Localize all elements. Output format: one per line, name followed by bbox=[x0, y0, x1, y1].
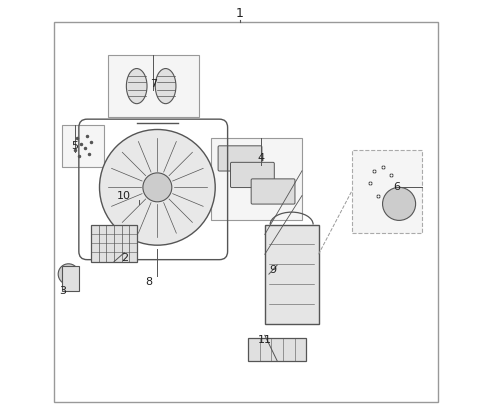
Ellipse shape bbox=[156, 69, 176, 104]
Text: 6: 6 bbox=[394, 182, 400, 192]
FancyBboxPatch shape bbox=[251, 179, 295, 204]
Bar bbox=[62, 266, 79, 291]
Text: 10: 10 bbox=[117, 191, 132, 201]
Circle shape bbox=[58, 264, 79, 285]
Bar bbox=[265, 225, 319, 324]
FancyBboxPatch shape bbox=[230, 162, 274, 188]
Ellipse shape bbox=[126, 69, 147, 104]
Circle shape bbox=[383, 187, 416, 220]
Text: 1: 1 bbox=[236, 7, 244, 20]
Text: 7: 7 bbox=[150, 79, 157, 89]
Text: 5: 5 bbox=[71, 141, 78, 151]
Text: 11: 11 bbox=[258, 335, 272, 345]
Bar bbox=[62, 125, 104, 167]
Text: 9: 9 bbox=[269, 265, 276, 275]
Text: 2: 2 bbox=[121, 253, 128, 262]
Bar bbox=[91, 225, 137, 262]
Text: 4: 4 bbox=[257, 154, 264, 163]
Bar bbox=[351, 150, 422, 233]
Bar bbox=[211, 138, 302, 220]
Bar bbox=[248, 338, 306, 361]
Text: 8: 8 bbox=[145, 277, 153, 287]
FancyBboxPatch shape bbox=[218, 146, 262, 171]
Text: 3: 3 bbox=[59, 286, 66, 296]
Circle shape bbox=[99, 129, 215, 245]
Circle shape bbox=[143, 173, 172, 202]
Bar bbox=[108, 55, 199, 117]
